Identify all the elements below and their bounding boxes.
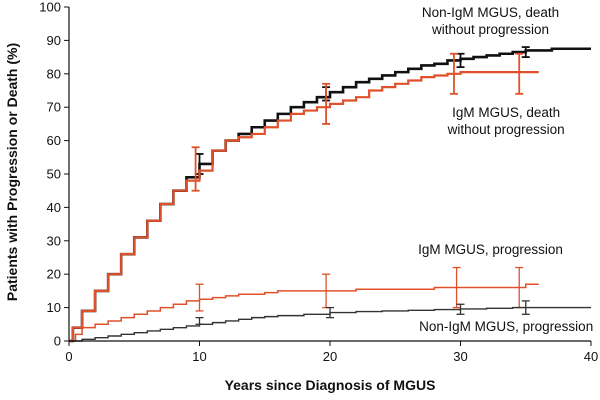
annotation-label: IgM MGUS, progression (418, 242, 563, 257)
y-axis-title: Patients with Progression or Death (%) (4, 43, 20, 301)
error-bar (456, 303, 465, 315)
error-bar (191, 146, 200, 192)
error-bar (449, 52, 458, 95)
series-line-1 (69, 47, 591, 343)
x-tick-label: 30 (453, 349, 467, 364)
x-axis-title: Years since Diagnosis of MGUS (225, 377, 436, 393)
error-bar (322, 82, 331, 125)
series-line-4 (69, 306, 591, 342)
annotation-label: without progression (447, 122, 565, 137)
series-group (69, 46, 591, 343)
y-tick-label: 30 (47, 233, 61, 248)
x-tick-label: 40 (584, 349, 598, 364)
error-bar (521, 46, 530, 58)
y-tick-label: 40 (47, 200, 61, 215)
y-tick-label: 0 (54, 334, 61, 349)
y-tick-label: 20 (47, 267, 61, 282)
annotation-label: Non-IgM MGUS, death (422, 5, 559, 20)
error-bar (452, 266, 461, 309)
y-tick-label: 70 (47, 100, 61, 115)
error-bar (515, 52, 524, 95)
x-tick-label: 10 (192, 349, 206, 364)
y-tick-label: 50 (47, 167, 61, 182)
x-tick-label: 20 (323, 349, 337, 364)
series-line-3 (69, 283, 539, 342)
annotation-label: without progression (431, 22, 549, 37)
annotation-label: Non-IgM MGUS, progression (419, 319, 593, 334)
x-tick-label: 0 (65, 349, 72, 364)
error-bar (521, 300, 530, 315)
error-bar (195, 316, 204, 325)
annotations: Non-IgM MGUS, death without progression Ig… (418, 5, 593, 334)
series-line-2 (69, 71, 539, 343)
y-tick-label: 10 (47, 300, 61, 315)
y-tick-label: 60 (47, 133, 61, 148)
y-tick-label: 90 (47, 33, 61, 48)
y-tick-label: 80 (47, 66, 61, 81)
error-bar (326, 306, 334, 319)
y-tick-label: 100 (39, 0, 61, 15)
axes: 0 10 20 30 40 50 60 70 80 90 100 0 10 20 30 40 (39, 0, 598, 364)
error-bar (195, 283, 204, 312)
annotation-label: IgM MGUS, death (452, 105, 560, 120)
